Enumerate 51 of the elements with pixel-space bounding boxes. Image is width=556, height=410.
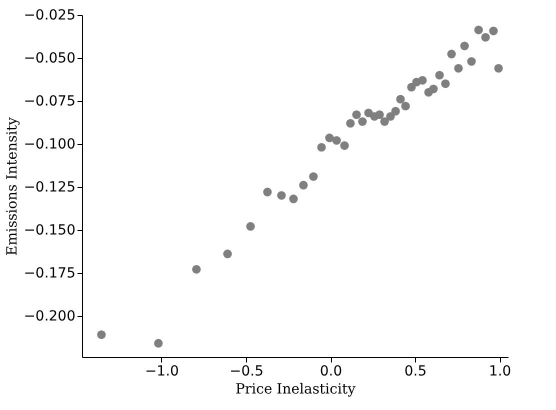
point xyxy=(481,33,490,42)
point xyxy=(223,250,232,258)
point xyxy=(154,338,163,348)
point xyxy=(289,194,298,204)
point xyxy=(380,117,389,126)
x-tick-label: 1.0 xyxy=(488,364,512,380)
y-axis-title: Emissions Intensity xyxy=(4,117,21,256)
point xyxy=(396,94,405,104)
point xyxy=(429,84,438,94)
point xyxy=(340,141,349,150)
y-tick-label: −0.175 xyxy=(24,265,76,282)
point xyxy=(332,136,341,145)
point xyxy=(317,143,326,152)
y-tick-label: −0.200 xyxy=(24,308,76,324)
x-tick-label: −1.0 xyxy=(144,364,179,380)
point xyxy=(299,180,308,190)
point xyxy=(460,42,469,50)
y-tick-label: −0.025 xyxy=(24,8,76,24)
point xyxy=(489,26,498,36)
point xyxy=(467,57,476,66)
point xyxy=(418,76,427,85)
y-tick-label: −0.100 xyxy=(24,136,76,152)
point xyxy=(474,26,483,34)
point xyxy=(375,110,384,119)
point xyxy=(358,117,367,126)
point xyxy=(246,222,255,231)
point xyxy=(386,112,395,121)
point xyxy=(435,70,444,80)
point xyxy=(454,64,463,73)
x-axis-title: Price Inelasticity xyxy=(236,382,356,398)
point xyxy=(309,172,318,181)
point xyxy=(494,64,503,73)
point xyxy=(407,82,416,92)
x-tick-label: 0.5 xyxy=(404,364,427,380)
point xyxy=(325,134,334,142)
y-tick-label: −0.075 xyxy=(24,93,76,110)
point xyxy=(277,191,286,200)
x-tick-label: −0.5 xyxy=(229,364,264,380)
point xyxy=(391,106,400,116)
point xyxy=(447,50,456,58)
point xyxy=(192,265,201,274)
point xyxy=(401,102,410,110)
point xyxy=(97,330,106,339)
point xyxy=(263,188,272,196)
point xyxy=(441,79,450,88)
y-tick-label: −0.150 xyxy=(24,222,76,238)
y-tick-label: −0.050 xyxy=(24,50,76,66)
point xyxy=(352,110,361,119)
y-tick-label: −0.125 xyxy=(24,179,76,196)
point xyxy=(346,118,355,128)
x-tick-label: 0.0 xyxy=(320,364,342,380)
